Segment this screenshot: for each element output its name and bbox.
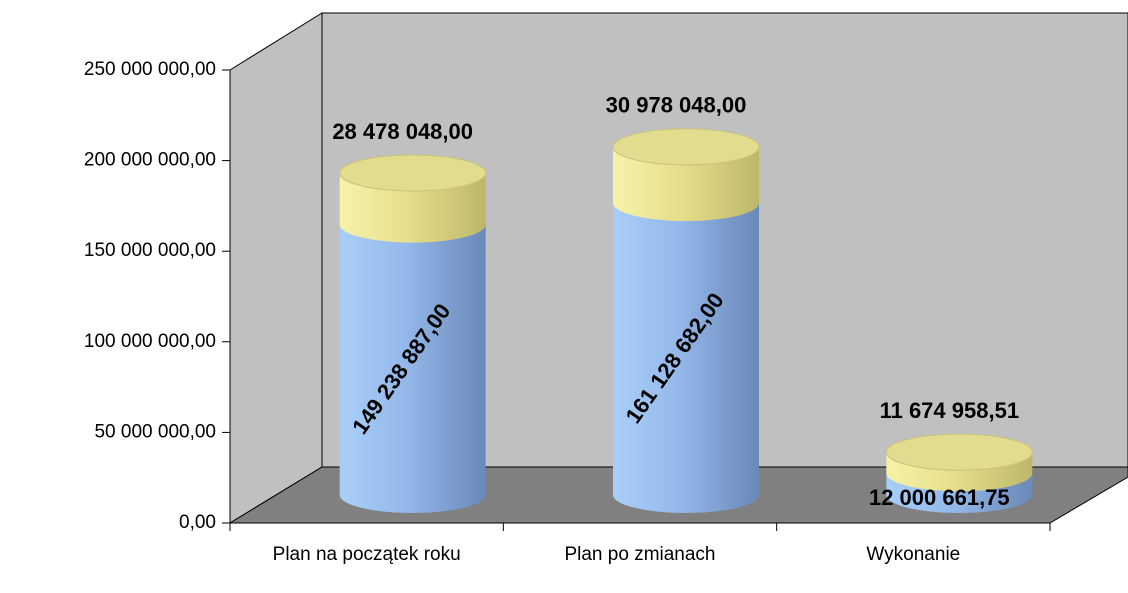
- cylinder-segment: [339, 206, 486, 513]
- cylinder-top: [885, 433, 1033, 471]
- y-tick-label: 50 000 000,00: [94, 421, 216, 442]
- y-tick-label: 200 000 000,00: [84, 150, 216, 171]
- cylinder-top: [612, 128, 760, 166]
- x-tick-label: Plan po zmianach: [564, 544, 715, 565]
- side-wall: [229, 12, 323, 524]
- y-tick-label: 250 000 000,00: [84, 59, 216, 80]
- cylinder-top: [339, 154, 487, 192]
- y-tick-label: 150 000 000,00: [84, 240, 216, 261]
- x-tick-label: Plan na początek roku: [273, 544, 461, 565]
- data-label: 30 978 048,00: [606, 93, 747, 118]
- data-label: 11 674 958,51: [880, 398, 1019, 423]
- data-label: 12 000 661,75: [869, 485, 1010, 510]
- data-label: 28 478 048,00: [332, 119, 473, 144]
- y-tick-label: 0,00: [179, 512, 216, 533]
- x-tick-label: Wykonanie: [866, 544, 960, 565]
- y-tick-label: 100 000 000,00: [84, 331, 216, 352]
- cylinder-segment: [613, 185, 759, 513]
